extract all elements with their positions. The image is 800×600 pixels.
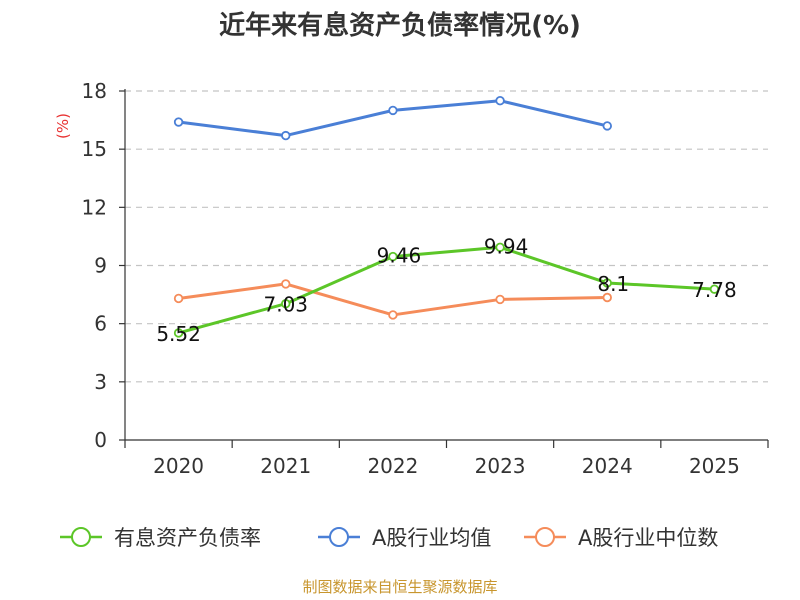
data-point — [709, 284, 720, 294]
data-point — [495, 242, 505, 252]
x-tick-label: 2025 — [689, 454, 740, 478]
x-tick-label: 2021 — [260, 454, 311, 478]
data-point — [602, 121, 612, 131]
data-point — [173, 293, 184, 304]
legend-label: 有息资产负债率 — [114, 526, 261, 550]
data-point — [281, 298, 291, 309]
y-tick-label: 9 — [94, 254, 107, 278]
legend-marker — [535, 527, 555, 547]
data-point — [388, 251, 398, 262]
data-label: 7.03 — [263, 293, 308, 317]
data-point — [281, 279, 291, 289]
series-line — [177, 245, 716, 335]
legend: 有息资产负债率 A股行业均值 A股行业中位数 — [60, 526, 718, 550]
data-point — [495, 95, 505, 106]
data-labels: 5.52 7.03 9.46 9.94 8.1 7.78 — [156, 234, 736, 346]
x-tick-label: 2020 — [153, 454, 204, 478]
source-note: 制图数据来自恒生聚源数据库 — [302, 578, 497, 596]
legend-label: A股行业中位数 — [578, 526, 718, 550]
y-tick-label: 6 — [94, 312, 107, 336]
x-tick-label: 2022 — [367, 454, 418, 478]
data-label: 5.52 — [156, 322, 201, 346]
grid-lines — [125, 90, 768, 383]
data-point — [602, 292, 612, 303]
data-point — [495, 294, 505, 305]
legend-marker — [329, 527, 349, 547]
data-point — [173, 328, 184, 338]
data-label: 9.46 — [377, 244, 422, 268]
data-label: 8.1 — [597, 272, 629, 296]
chart-title: 近年来有息资产负债率情况(%) — [219, 10, 581, 41]
y-tick-label: 12 — [82, 195, 107, 219]
data-point — [281, 130, 291, 141]
data-label: 7.78 — [692, 278, 737, 302]
data-point — [388, 105, 398, 116]
legend-label: A股行业均值 — [372, 526, 491, 550]
y-tick-label: 0 — [94, 428, 107, 452]
data-point — [602, 278, 612, 288]
y-axis-unit-label: (%) — [54, 113, 72, 139]
x-tick-label: 2024 — [582, 454, 633, 478]
data-point — [388, 310, 398, 320]
data-point — [173, 117, 184, 127]
axes: 0 3 6 9 12 15 18 2020 2021 2022 2023 2024 2025 — [82, 79, 769, 478]
series-lines — [173, 95, 720, 338]
data-label: 9.94 — [484, 234, 529, 258]
y-tick-label: 3 — [94, 370, 107, 394]
y-tick-label: 15 — [82, 137, 107, 161]
y-tick-label: 18 — [82, 79, 107, 103]
x-tick-label: 2023 — [475, 454, 526, 478]
legend-marker — [71, 527, 91, 547]
